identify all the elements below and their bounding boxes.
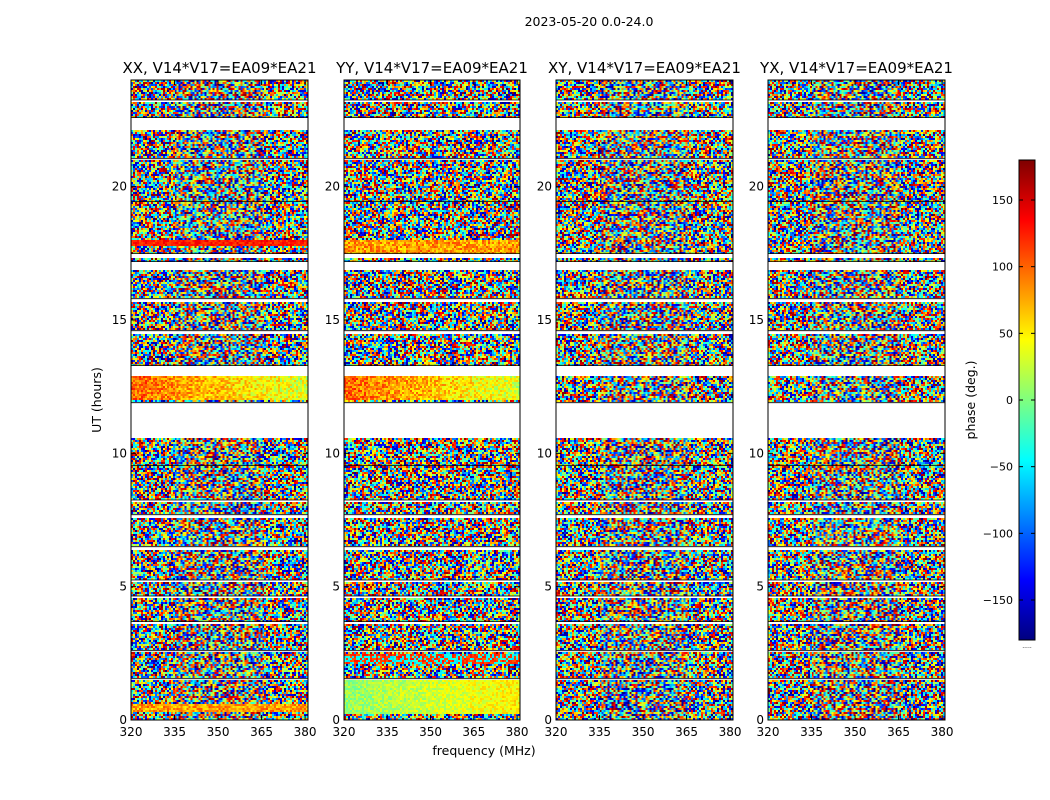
x-tick-label: 350	[632, 725, 655, 739]
x-tick-label: 335	[588, 725, 611, 739]
colorbar-tick-label: 0	[1006, 394, 1013, 407]
x-tick-label: 320	[545, 725, 568, 739]
x-tick-label: 380	[294, 725, 317, 739]
heatmap-image	[556, 80, 733, 720]
y-tick-label: 0	[756, 713, 764, 727]
heatmap-image	[344, 80, 520, 720]
panel-xx: XX, V14*V17=EA09*EA21 320 335 350 365 380 0 5 10…	[112, 59, 317, 739]
figure-suptitle: 2023-05-20 0.0-24.0	[525, 14, 654, 29]
colorbar: 150 100 50 0 −50 −100 −150 phase (deg.) .....	[963, 159, 1036, 650]
y-tick-label: 20	[112, 180, 127, 194]
y-tick-label: 5	[332, 580, 340, 594]
colorbar-extra-label: .....	[1022, 643, 1032, 650]
y-tick-label: 10	[749, 446, 764, 460]
colorbar-tick-label: −100	[983, 527, 1013, 540]
colorbar-label: phase (deg.)	[963, 361, 978, 440]
panel-title: YX, V14*V17=EA09*EA21	[759, 59, 953, 77]
panel-xy: XY, V14*V17=EA09*EA21 320 335 350 365 380 0 5 10…	[537, 59, 742, 739]
y-tick-label: 15	[749, 313, 764, 327]
y-tick-label: 5	[119, 580, 127, 594]
y-tick-label: 15	[325, 313, 340, 327]
x-tick-label: 335	[800, 725, 823, 739]
panel-yy: YY, V14*V17=EA09*EA21 320 335 350 365 380 0 5 10…	[325, 59, 529, 739]
x-tick-label: 320	[333, 725, 356, 739]
x-tick-label: 320	[757, 725, 780, 739]
panels: XX, V14*V17=EA09*EA21 320 335 350 365 380 0 5 10…	[112, 59, 954, 739]
heatmap-image	[768, 80, 945, 720]
y-tick-label: 20	[325, 180, 340, 194]
axes-frame	[130, 79, 309, 721]
y-tick-label: 0	[544, 713, 552, 727]
x-tick-label: 350	[419, 725, 442, 739]
heatmap-image	[131, 80, 308, 720]
panel-title: XY, V14*V17=EA09*EA21	[548, 59, 741, 77]
panel-title: YY, V14*V17=EA09*EA21	[335, 59, 528, 77]
y-tick-label: 0	[332, 713, 340, 727]
y-tick-label: 10	[537, 446, 552, 460]
x-tick-label: 320	[120, 725, 143, 739]
panel-title: XX, V14*V17=EA09*EA21	[122, 59, 316, 77]
y-tick-label: 5	[544, 580, 552, 594]
colorbar-ticks: 150 100 50 0 −50 −100 −150	[983, 194, 1035, 607]
y-tick-label: 0	[119, 713, 127, 727]
x-tick-label: 365	[250, 725, 273, 739]
x-tick-label: 380	[719, 725, 742, 739]
colorbar-tick-label: 50	[999, 327, 1013, 340]
x-tick-label: 335	[163, 725, 186, 739]
x-tick-label: 365	[462, 725, 485, 739]
y-tick-label: 15	[112, 313, 127, 327]
y-tick-label: 10	[112, 446, 127, 460]
y-tick-label: 15	[537, 313, 552, 327]
x-tick-label: 350	[207, 725, 230, 739]
axes-frame	[555, 79, 734, 721]
colorbar-tick-label: −50	[990, 461, 1013, 474]
colorbar-tick-label: 150	[992, 194, 1013, 207]
y-tick-label: 20	[749, 180, 764, 194]
x-tick-label: 335	[376, 725, 399, 739]
colorbar-tick-label: −150	[983, 594, 1013, 607]
x-tick-label: 365	[675, 725, 698, 739]
x-axis-label: frequency (MHz)	[432, 743, 535, 758]
y-axis-label: UT (hours)	[89, 367, 104, 433]
axes-frame	[343, 79, 521, 721]
y-tick-label: 5	[756, 580, 764, 594]
x-tick-label: 380	[931, 725, 954, 739]
colorbar-tick-label: 100	[992, 261, 1013, 274]
y-tick-label: 10	[325, 446, 340, 460]
x-tick-label: 365	[887, 725, 910, 739]
axes-frame	[767, 79, 946, 721]
y-tick-label: 20	[537, 180, 552, 194]
panel-yx: YX, V14*V17=EA09*EA21 320 335 350 365 380 0 5 10…	[749, 59, 954, 739]
x-tick-label: 350	[844, 725, 867, 739]
x-tick-label: 380	[506, 725, 529, 739]
